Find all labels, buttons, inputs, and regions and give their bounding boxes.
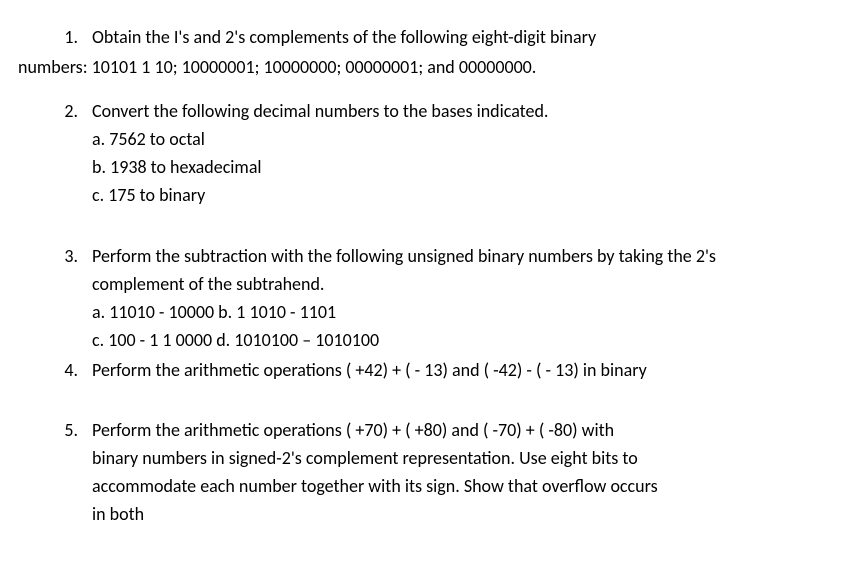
question-1: 1. Obtain the I's and 2's complements of…	[18, 24, 832, 80]
q5-row: 5. Perform the arithmetic operations ( +…	[18, 417, 832, 443]
q1-body-line1: Obtain the I's and 2's complements of th…	[92, 24, 832, 50]
q2-sub-c: c. 175 to binary	[18, 182, 832, 208]
q2-body: Convert the following decimal numbers to…	[92, 98, 832, 124]
q2-row: 2. Convert the following decimal numbers…	[18, 98, 832, 124]
question-2: 2. Convert the following decimal numbers…	[18, 98, 832, 208]
q2-sub-a: a. 7562 to octal	[18, 126, 832, 152]
q3-number: 3.	[18, 243, 92, 269]
q3-sub-cd: c. 100 - 1 1 0000 d. 1010100 – 1010100	[18, 327, 832, 353]
q5-line2: binary numbers in signed-2's complement …	[18, 445, 832, 471]
q5-body-line1: Perform the arithmetic operations ( +70)…	[92, 417, 832, 443]
question-4: 4. Perform the arithmetic operations ( +…	[18, 357, 832, 383]
q3-body-line1: Perform the subtraction with the followi…	[92, 243, 832, 269]
q3-row: 3. Perform the subtraction with the foll…	[18, 243, 832, 269]
question-5: 5. Perform the arithmetic operations ( +…	[18, 417, 832, 527]
q3-line2: complement of the subtrahend.	[18, 271, 832, 297]
q5-number: 5.	[18, 417, 92, 443]
q1-row: 1. Obtain the I's and 2's complements of…	[18, 24, 832, 50]
q5-line3: accommodate each number together with it…	[18, 473, 832, 499]
q1-continuation: numbers: 10101 1 10; 10000001; 10000000;…	[18, 54, 832, 80]
q5-line4: in both	[18, 501, 832, 527]
q2-number: 2.	[18, 98, 92, 124]
q2-sub-b: b. 1938 to hexadecimal	[18, 154, 832, 180]
q1-number: 1.	[18, 24, 92, 50]
q4-row: 4. Perform the arithmetic operations ( +…	[18, 357, 832, 383]
q4-number: 4.	[18, 357, 92, 383]
question-3: 3. Perform the subtraction with the foll…	[18, 243, 832, 353]
q3-sub-ab: a. 11010 - 10000 b. 1 1010 - 1101	[18, 299, 832, 325]
q4-body: Perform the arithmetic operations ( +42)…	[92, 357, 832, 383]
